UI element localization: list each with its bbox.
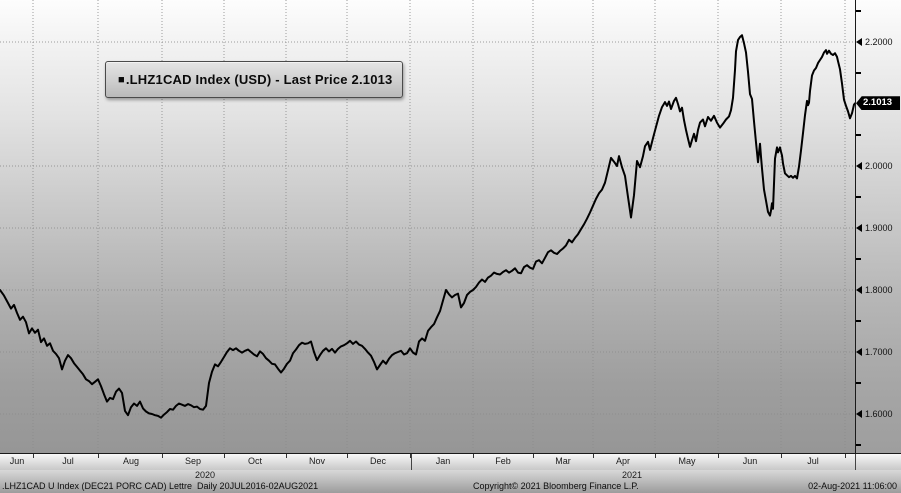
x-year-separator xyxy=(411,454,412,470)
price-series-line xyxy=(0,34,855,419)
y-tick-icon xyxy=(856,348,862,356)
x-month-label: Dec xyxy=(369,456,387,466)
x-year-label: 2020 xyxy=(194,470,216,480)
x-month-tick xyxy=(845,454,846,458)
x-month-tick xyxy=(347,454,348,458)
x-month-label: Jun xyxy=(9,456,25,466)
x-month-tick xyxy=(781,454,782,458)
y-minor-tick xyxy=(856,134,861,136)
x-month-tick xyxy=(593,454,594,458)
y-minor-tick xyxy=(856,72,861,74)
last-price-value: 2.1013 xyxy=(863,97,893,109)
y-tick-icon xyxy=(856,162,862,170)
x-month-tick xyxy=(98,454,99,458)
footer-datetime: 02-Aug-2021 11:06:00 xyxy=(808,481,897,491)
plot-area[interactable]: ■ .LHZ1CAD Index (USD) - Last Price 2.101… xyxy=(0,0,855,453)
x-year-label: 2021 xyxy=(621,470,643,480)
y-tick-label: 2.0000 xyxy=(865,160,893,171)
x-month-label: Aug xyxy=(122,456,140,466)
plot-bottom-border xyxy=(0,453,901,454)
x-month-label: Sep xyxy=(184,456,202,466)
y-tick-label: 1.8000 xyxy=(865,284,893,295)
x-month-tick xyxy=(655,454,656,458)
y-tick-label: 1.9000 xyxy=(865,222,893,233)
last-price-tag: 2.1013 xyxy=(856,96,900,111)
x-month-label: Nov xyxy=(308,456,326,466)
y-minor-tick xyxy=(856,320,861,322)
y-tick-icon xyxy=(856,224,862,232)
footer-copyright: Copyright© 2021 Bloomberg Finance L.P. xyxy=(473,481,639,491)
y-minor-tick xyxy=(856,196,861,198)
x-month-tick xyxy=(33,454,34,458)
y-minor-tick xyxy=(856,382,861,384)
x-month-label: May xyxy=(678,456,696,466)
plot-right-border xyxy=(855,0,856,470)
y-minor-tick xyxy=(856,258,861,260)
x-month-tick xyxy=(473,454,474,458)
x-axis: Jun Jul Aug Sep Oct Nov Dec Jan Feb Mar Apr May Jun J… xyxy=(0,454,901,470)
y-tick-label: 1.7000 xyxy=(865,346,893,357)
y-tick-icon xyxy=(856,38,862,46)
x-year-separator xyxy=(855,454,856,470)
series-marker-icon: ■ xyxy=(118,73,125,86)
x-month-tick xyxy=(224,454,225,458)
x-month-label: Jul xyxy=(807,456,819,466)
y-tick-label: 2.2000 xyxy=(865,36,893,47)
footer-bar: 2020 2021 .LHZ1CAD U Index (DEC21 PORC CA… xyxy=(0,470,901,493)
x-month-tick xyxy=(162,454,163,458)
y-tick-label: 1.6000 xyxy=(865,408,893,419)
x-month-label: Jan xyxy=(435,456,451,466)
y-minor-tick xyxy=(856,444,861,446)
y-tick-icon xyxy=(856,410,862,418)
x-month-tick xyxy=(533,454,534,458)
y-tick-icon xyxy=(856,286,862,294)
legend-label: .LHZ1CAD Index (USD) - Last Price 2.1013 xyxy=(125,72,393,87)
x-month-label: Feb xyxy=(495,456,511,466)
x-month-tick xyxy=(286,454,287,458)
x-month-tick xyxy=(718,454,719,458)
x-month-tick xyxy=(410,454,411,458)
y-minor-tick xyxy=(856,10,861,12)
x-month-label: Jul xyxy=(62,456,74,466)
x-month-label: Apr xyxy=(615,456,631,466)
y-axis: 2.2000 2.0000 1.9000 1.8000 1.7000 1.6000 xyxy=(856,0,901,453)
footer-text-row: .LHZ1CAD U Index (DEC21 PORC CAD) Lettre… xyxy=(0,480,901,493)
x-month-label: Oct xyxy=(247,456,263,466)
footer-security-info: .LHZ1CAD U Index (DEC21 PORC CAD) Lettre… xyxy=(2,481,319,491)
x-month-label: Jun xyxy=(742,456,758,466)
legend-box[interactable]: ■ .LHZ1CAD Index (USD) - Last Price 2.101… xyxy=(105,61,403,98)
x-month-label: Mar xyxy=(555,456,571,466)
